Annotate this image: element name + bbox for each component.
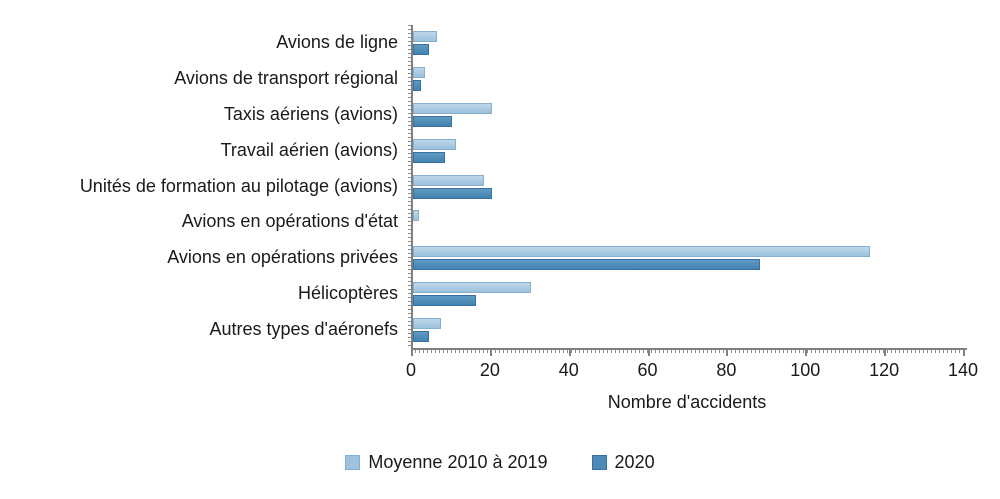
bar-2020 xyxy=(413,43,429,55)
bar-average xyxy=(413,174,484,186)
legend-item-2020: 2020 xyxy=(591,452,655,473)
x-axis-tick-label: 120 xyxy=(869,360,900,380)
x-axis-tick xyxy=(411,350,413,356)
x-axis-line xyxy=(411,348,967,350)
category-label: Unités de formation au pilotage (avions) xyxy=(79,175,398,196)
category-label: Avions en opérations d'état xyxy=(181,211,398,232)
bar-average xyxy=(413,210,419,222)
category-label: Hélicoptères xyxy=(297,283,398,304)
category-label: Taxis aériens (avions) xyxy=(223,103,398,124)
bar-average xyxy=(413,318,441,330)
y-axis-minor-ticks xyxy=(408,25,411,348)
legend-label-2020: 2020 xyxy=(614,452,655,472)
x-axis-tick xyxy=(963,350,965,356)
bar-average xyxy=(413,102,492,114)
x-axis-tick xyxy=(489,350,492,356)
x-axis-tick-label: 80 xyxy=(716,360,737,380)
bar-2020 xyxy=(413,151,445,163)
category-label: Avions de transport régional xyxy=(174,67,398,88)
x-axis-tick-label: 40 xyxy=(558,360,579,380)
x-axis-tick xyxy=(805,350,808,356)
x-axis-tick xyxy=(568,350,571,356)
bar-2020 xyxy=(413,187,492,199)
x-axis-tick-label: 140 xyxy=(947,360,979,380)
x-axis-tick xyxy=(884,350,887,356)
bar-2020 xyxy=(413,115,453,127)
category-label: Avions en opérations privées xyxy=(167,247,398,268)
bar-2020 xyxy=(413,295,477,307)
x-axis-tick-label: 100 xyxy=(790,360,821,380)
bar-average xyxy=(413,138,457,150)
legend-swatch-2020-icon xyxy=(591,455,607,470)
legend-swatch-average-icon xyxy=(345,455,361,470)
y-axis-line xyxy=(411,25,413,350)
bar-2020 xyxy=(413,331,429,343)
legend-label-average: Moyenne 2010 à 2019 xyxy=(368,452,548,472)
category-label: Travail aérien (avions) xyxy=(220,139,398,160)
x-axis-minor-ticks xyxy=(411,350,963,353)
x-axis-tick xyxy=(726,350,729,356)
bar-2020 xyxy=(413,79,421,91)
x-axis-tick-label: 0 xyxy=(405,360,416,380)
bar-average xyxy=(413,30,437,42)
x-axis-tick-label: 60 xyxy=(637,360,658,380)
category-label: Autres types d'aéronefs xyxy=(209,319,398,340)
bar-average xyxy=(413,246,871,258)
legend: Moyenne 2010 à 2019 2020 xyxy=(0,452,1000,473)
x-axis-title: Nombre d'accidents xyxy=(607,392,767,412)
bar-average xyxy=(413,66,425,78)
bar-2020 xyxy=(413,259,760,271)
category-label: Avions de ligne xyxy=(276,32,398,53)
x-axis-tick xyxy=(647,350,650,356)
x-axis-tick-label: 20 xyxy=(479,360,500,380)
legend-item-average: Moyenne 2010 à 2019 xyxy=(345,452,548,473)
bar-average xyxy=(413,282,532,294)
